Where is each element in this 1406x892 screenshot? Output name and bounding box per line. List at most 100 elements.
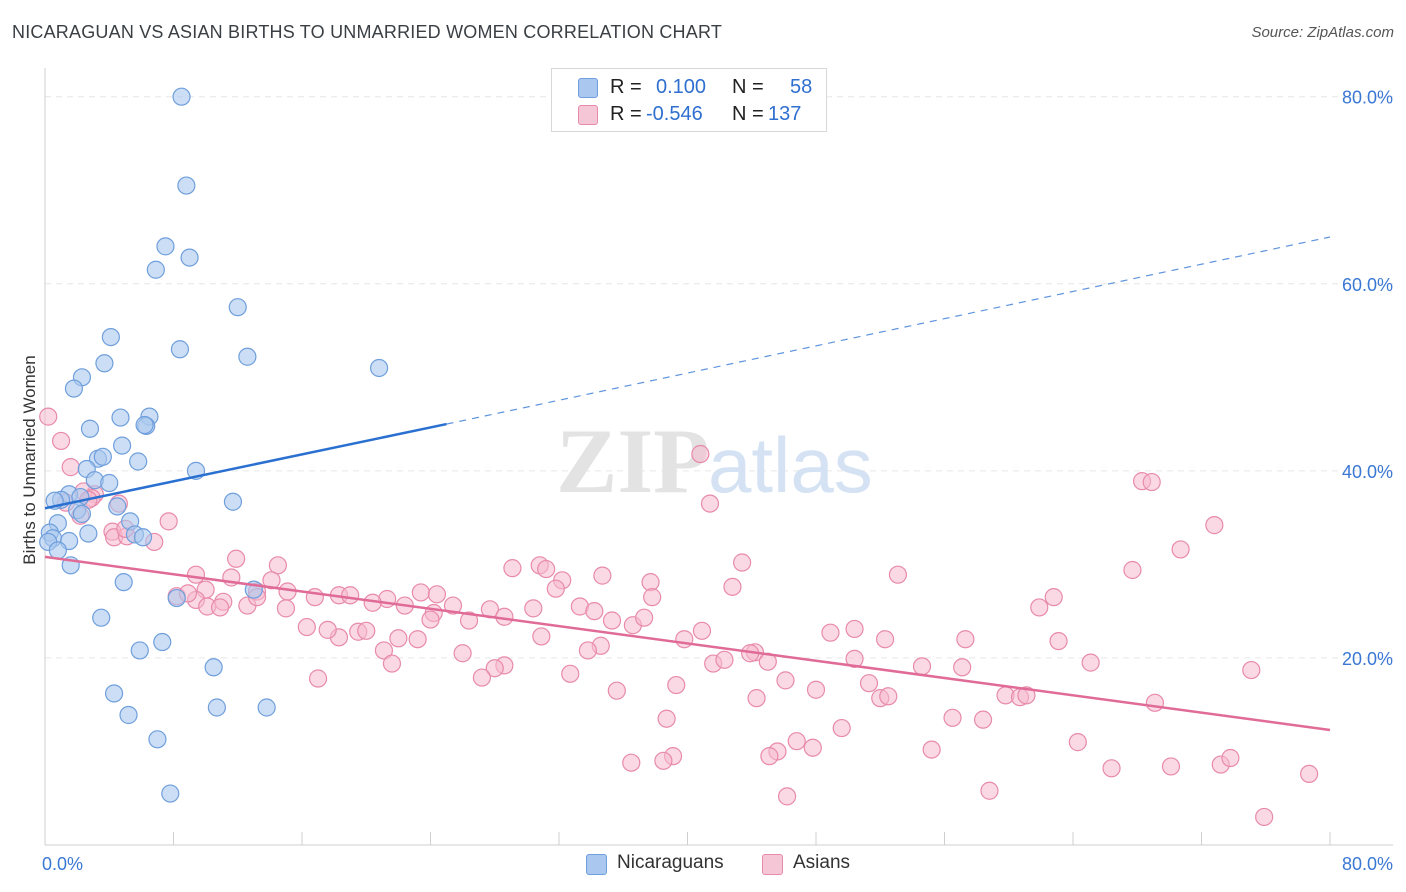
asian-point <box>443 596 463 615</box>
asian-point <box>1242 660 1261 680</box>
x-tick-label: 80.0% <box>1342 854 1393 874</box>
legend-n-label: N = <box>732 103 764 125</box>
asian-point <box>657 709 676 728</box>
asian-point <box>297 617 316 637</box>
asian-point <box>186 565 206 584</box>
asian-point <box>459 611 479 630</box>
asian-point <box>922 740 941 759</box>
asian-point <box>1044 588 1063 607</box>
asian-point <box>453 644 472 663</box>
asian-point <box>268 556 288 575</box>
asian-point <box>691 444 710 464</box>
nicaraguan-points <box>39 87 389 803</box>
legend-r-label: R = <box>610 76 642 98</box>
legend-r-value: 0.100 <box>656 76 707 98</box>
asian-point <box>276 599 296 618</box>
nicaraguan-point <box>167 588 186 608</box>
asian-point <box>845 619 864 639</box>
watermark-zip: ZIP <box>556 410 709 512</box>
asian-point <box>859 674 879 693</box>
nicaraguan-point <box>64 379 84 398</box>
y-axis-label: Births to Unmarried Women <box>20 355 39 565</box>
asian-point <box>308 669 328 688</box>
y-tick-label: 40.0% <box>1342 462 1393 482</box>
asian-point <box>787 732 806 751</box>
source-label: Source: ZipAtlas.com <box>1251 24 1394 41</box>
asian-point <box>485 659 504 678</box>
asian-point <box>472 668 491 687</box>
nicaraguan-point <box>180 248 199 267</box>
asian-point <box>1123 560 1142 580</box>
asian-point <box>503 559 522 578</box>
asian-point <box>956 630 975 649</box>
asian-point <box>715 650 734 669</box>
chart-title: NICARAGUAN VS ASIAN BIRTHS TO UNMARRIED … <box>12 22 723 42</box>
asian-point <box>675 630 694 649</box>
asian-point <box>760 747 779 766</box>
asian-point <box>980 781 999 800</box>
asian-point <box>341 586 360 605</box>
y-tick-label: 20.0% <box>1342 649 1393 669</box>
asian-point <box>537 559 556 579</box>
asian-point <box>643 588 662 607</box>
asian-point <box>51 431 71 451</box>
asian-point <box>777 787 797 806</box>
nicaraguan-point <box>228 298 247 317</box>
asian-point <box>973 710 993 729</box>
asian-point <box>776 671 795 690</box>
asian-point <box>1142 472 1161 492</box>
legend-r-value: -0.546 <box>646 103 703 125</box>
asian-point <box>733 553 752 572</box>
watermark-atlas: atlas <box>708 421 873 509</box>
nicaraguan-point <box>72 504 92 523</box>
asian-point <box>389 629 408 648</box>
asian-point <box>879 687 898 706</box>
asian-point <box>1205 516 1224 535</box>
nicaraguan-point <box>114 573 133 592</box>
nicaraguan-point <box>172 87 191 106</box>
asian-point <box>700 494 720 513</box>
asian-point <box>357 621 376 640</box>
asian-point <box>641 573 660 592</box>
legend-n-label: N = <box>732 76 764 98</box>
y-tick-label: 60.0% <box>1342 275 1393 295</box>
asian-point <box>1017 686 1036 705</box>
asian-point <box>421 610 440 629</box>
asian-point <box>411 583 430 602</box>
asian-point <box>875 630 895 649</box>
asian-point <box>318 620 337 639</box>
asian-point <box>1300 764 1319 784</box>
legend-n-value: 58 <box>790 76 813 98</box>
asian-point <box>210 598 230 617</box>
nicaraguan-point <box>80 419 100 438</box>
nicaraguan-point <box>104 684 124 703</box>
asian-point <box>532 627 551 646</box>
legend-swatch-asians <box>578 105 598 125</box>
asian-point <box>654 751 673 770</box>
asian-point <box>305 588 324 607</box>
nicaraguan-point <box>133 528 153 547</box>
nicaraguan-point <box>170 340 190 359</box>
x-tick-label: 0.0% <box>42 854 83 874</box>
asian-trend-line <box>44 555 1331 732</box>
asian-point <box>832 718 851 738</box>
nicaraguan-point <box>146 260 165 279</box>
axes <box>44 68 1393 846</box>
watermark: ZIP atlas <box>556 410 873 512</box>
asian-point <box>953 658 972 677</box>
asian-point <box>1145 693 1165 712</box>
nicaraguan-point <box>161 784 180 803</box>
nicaraguan-point <box>130 641 149 660</box>
gridlines <box>45 96 1393 659</box>
asian-point <box>635 608 654 627</box>
nicaraguan-point <box>101 327 120 347</box>
asian-point <box>382 654 402 673</box>
nicaraguan-trend-extension <box>446 236 1331 425</box>
asian-point <box>39 407 58 426</box>
bottom-legend-label-nicaraguans: Nicaraguans <box>617 852 724 873</box>
nicaraguan-point <box>257 698 276 717</box>
asian-point <box>585 602 604 621</box>
legend-r-label: R = <box>610 103 642 125</box>
trend-lines <box>44 236 1331 732</box>
asian-point <box>61 458 80 477</box>
